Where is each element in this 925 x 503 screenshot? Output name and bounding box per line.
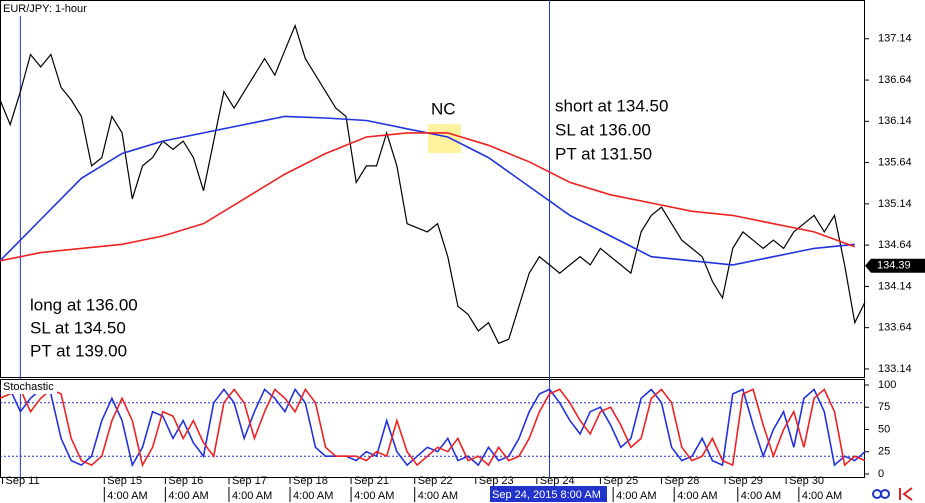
- series-line: [0, 387, 866, 468]
- x-tick-label: 4:00 AM: [418, 490, 458, 502]
- x-tick-label: 4:00 AM: [168, 490, 208, 502]
- y-tick-label: 136.64: [878, 74, 912, 86]
- x-tick-label: Sep 28: [664, 475, 699, 487]
- x-tick-label: 4:00 AM: [741, 490, 781, 502]
- y-tick-label: 75: [878, 401, 890, 413]
- x-tick-label: 4:00 AM: [107, 490, 147, 502]
- x-tick-label: Sep 23: [479, 475, 514, 487]
- y-tick-label: 134.14: [878, 280, 912, 292]
- y-tick-label: 136.14: [878, 115, 912, 127]
- x-tick-label: Sep 16: [168, 475, 203, 487]
- x-tick-label: Sep 17: [232, 475, 267, 487]
- y-tick-label: 25: [878, 446, 890, 458]
- x-tick-label: Sep 25: [603, 475, 638, 487]
- x-tick-label: Sep 21: [354, 475, 389, 487]
- y-tick-label: 133.64: [878, 322, 912, 334]
- annotation: SL at 136.00: [555, 120, 651, 139]
- stoch-frame: [0, 379, 865, 478]
- annotation: SL at 134.50: [30, 318, 126, 337]
- annotation: PT at 139.00: [30, 341, 127, 360]
- stoch-title: Stochastic: [3, 381, 54, 393]
- icon[interactable]: [880, 489, 890, 499]
- x-tick-label: Sep 18: [293, 475, 328, 487]
- icon[interactable]: [899, 487, 913, 501]
- title-box: [1, 1, 89, 16]
- x-tick-label: 4:00 AM: [802, 490, 842, 502]
- x-tick-label: 4:00 AM: [677, 490, 717, 502]
- price-pointer: [865, 258, 925, 273]
- y-tick-label: 134.64: [878, 239, 912, 251]
- x-tick-label: 4:00 AM: [293, 490, 333, 502]
- x-tick-label: Sep 11: [6, 475, 40, 487]
- cursor-box: [490, 486, 607, 502]
- y-tick-label: 135.64: [878, 156, 912, 168]
- x-tick-label: Sep 15: [107, 475, 142, 487]
- y-tick-label: 50: [878, 423, 890, 435]
- annotation: PT at 131.50: [555, 144, 652, 163]
- nc-highlight: [428, 124, 461, 153]
- last-price-label: 134.39: [877, 260, 911, 272]
- x-tick-label: Sep 22: [418, 475, 453, 487]
- x-tick-label: Sep 24: [540, 475, 575, 487]
- chart-title: EUR/JPY: 1-hour: [3, 3, 87, 15]
- annotation: long at 136.00: [30, 295, 138, 314]
- y-tick-label: 0: [878, 468, 884, 480]
- x-tick-label: 4:00 AM: [354, 490, 394, 502]
- x-tick-label: 4:00 AM: [232, 490, 272, 502]
- annotation: short at 134.50: [555, 96, 668, 115]
- x-tick-label: Sep 30: [789, 475, 824, 487]
- y-tick-label: 133.14: [878, 363, 912, 375]
- x-tick-label: 4:00 AM: [616, 490, 656, 502]
- annotation: NC: [431, 99, 456, 118]
- series-line: [0, 23, 866, 345]
- y-tick-label: 135.14: [878, 198, 912, 210]
- toolbar-icons[interactable]: [872, 487, 913, 501]
- y-tick-label: 100: [878, 379, 896, 391]
- series-line: [0, 132, 856, 262]
- series-line: [0, 387, 866, 468]
- x-tick-label: Sep 29: [728, 475, 763, 487]
- stoch-title-box: [1, 380, 57, 394]
- cursor-label: Sep 24, 2015 8:00 AM: [492, 489, 601, 501]
- y-tick-label: 137.14: [878, 33, 912, 45]
- price-frame: [0, 0, 865, 378]
